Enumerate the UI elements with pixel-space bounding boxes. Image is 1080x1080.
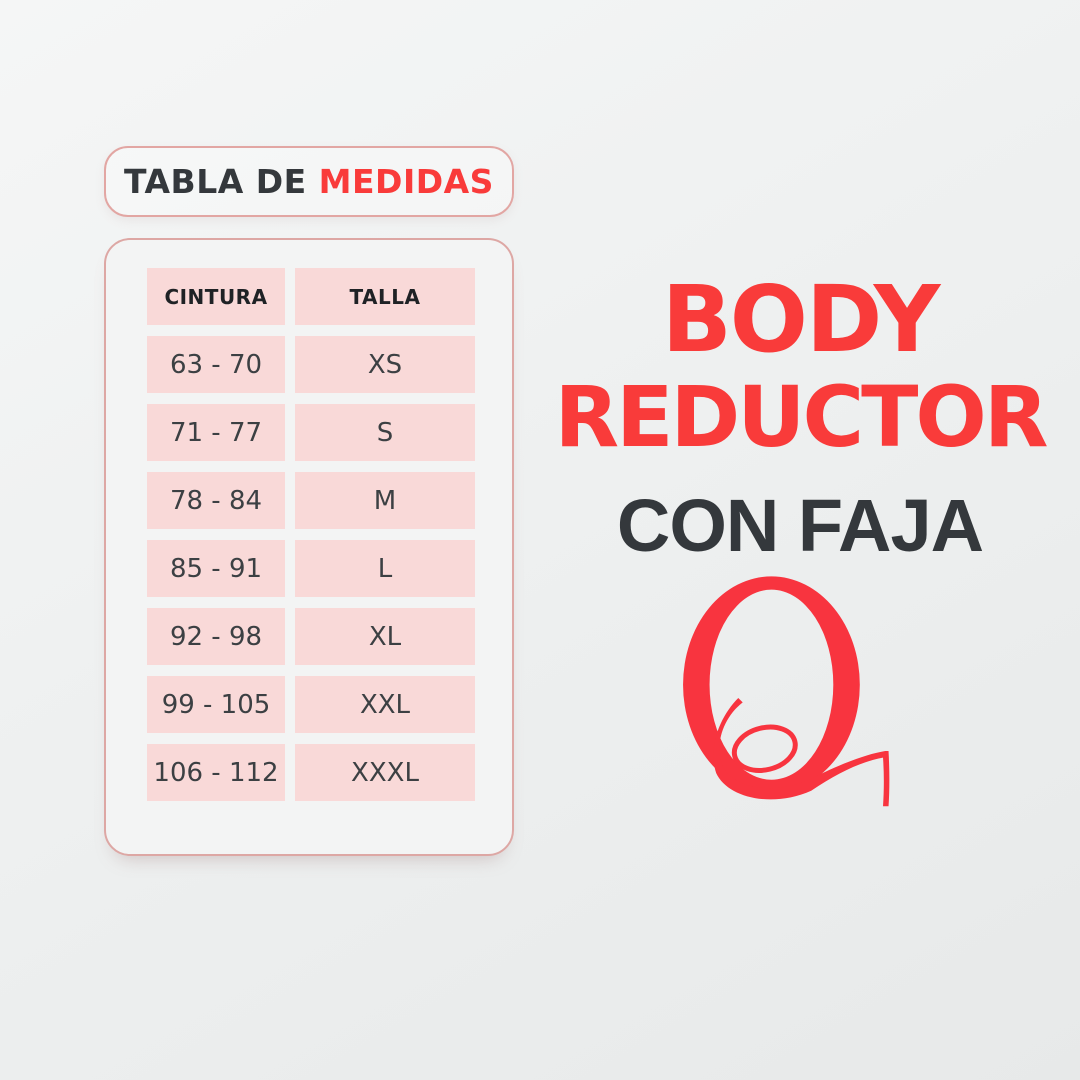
- size-table: CINTURA TALLA 63 - 70 XS 71 - 77 S 78 - …: [147, 268, 475, 801]
- waist-range-cell: 106 - 112: [147, 744, 285, 801]
- waist-range-cell: 99 - 105: [147, 676, 285, 733]
- q-bowl-shape: [683, 576, 860, 793]
- brand-q-logo-svg: [683, 576, 890, 807]
- size-label-cell: M: [295, 472, 475, 529]
- waist-range-cell: 63 - 70: [147, 336, 285, 393]
- q-tail-shape: [713, 697, 890, 807]
- size-chart-card: CINTURA TALLA 63 - 70 XS 71 - 77 S 78 - …: [104, 238, 514, 856]
- column-header-talla: TALLA: [295, 268, 475, 325]
- q-tail-loop: [731, 724, 798, 773]
- waist-range-cell: 78 - 84: [147, 472, 285, 529]
- size-label-cell: XXL: [295, 676, 475, 733]
- waist-range-cell: 92 - 98: [147, 608, 285, 665]
- size-label-cell: XXXL: [295, 744, 475, 801]
- size-chart-title: TABLA DE MEDIDAS: [124, 162, 494, 201]
- brand-q-logo: Q: [672, 574, 904, 823]
- size-chart-title-box: TABLA DE MEDIDAS: [104, 146, 514, 217]
- title-highlight: MEDIDAS: [318, 162, 494, 201]
- size-label-cell: XL: [295, 608, 475, 665]
- waist-range-cell: 85 - 91: [147, 540, 285, 597]
- headline-line-1: BODY: [661, 266, 941, 373]
- headline-line-2: REDUCTOR: [554, 368, 1048, 466]
- title-prefix: TABLA DE: [124, 162, 319, 201]
- size-label-cell: S: [295, 404, 475, 461]
- waist-range-cell: 71 - 77: [147, 404, 285, 461]
- size-label-cell: XS: [295, 336, 475, 393]
- subheadline: CON FAJA: [616, 484, 984, 567]
- size-label-cell: L: [295, 540, 475, 597]
- product-headline-block: BODY REDUCTOR CON FAJA: [553, 266, 1048, 567]
- column-header-cintura: CINTURA: [147, 268, 285, 325]
